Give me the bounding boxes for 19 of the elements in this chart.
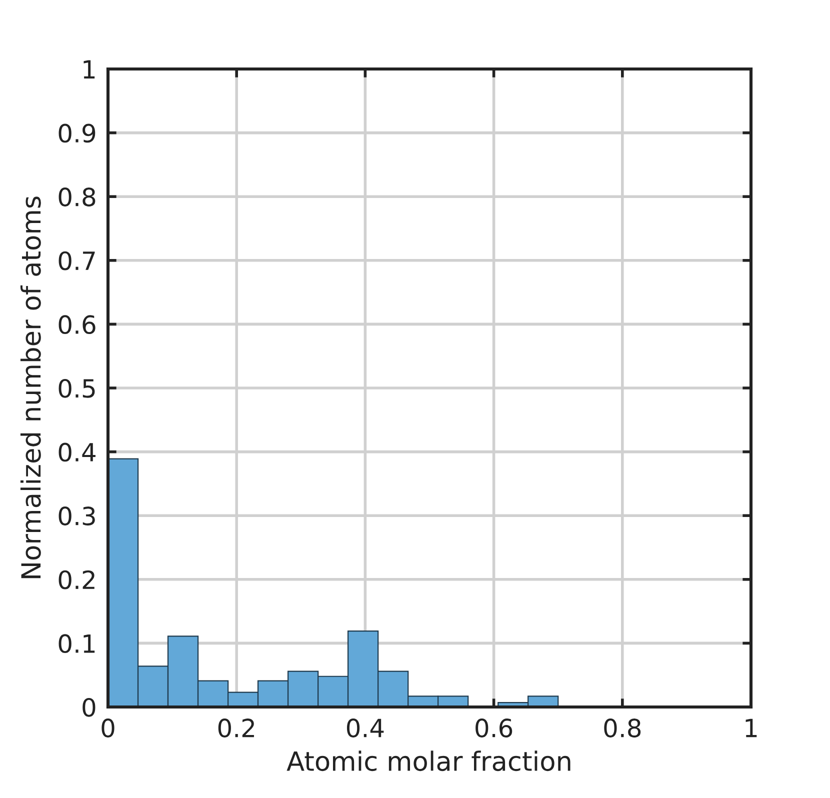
- x-tick-label: 0.2: [218, 718, 254, 738]
- y-tick-label: 0.8: [58, 188, 96, 206]
- x-tick-label: 0.6: [476, 718, 512, 738]
- y-tick-label: 0.6: [58, 315, 96, 334]
- y-tick-label: 0.4: [58, 442, 96, 462]
- y-tick-label: 0.7: [58, 251, 95, 270]
- y-tick-label: 0.3: [58, 506, 95, 526]
- y-tick-label: 0.1: [58, 634, 95, 654]
- x-tick-label: 0: [102, 718, 114, 738]
- y-tick-label: 1: [84, 60, 95, 78]
- y-axis-title: Normalized number of atoms: [20, 196, 41, 578]
- x-tick-label: 1: [746, 718, 757, 738]
- y-tick-label: 0.9: [58, 124, 96, 143]
- x-tick-label: 0.8: [604, 718, 641, 738]
- y-tick-label: 0: [82, 698, 96, 717]
- x-tick-label: 0.4: [346, 718, 384, 738]
- y-tick-label: 0.5: [58, 378, 95, 398]
- y-tick-label: 0.2: [58, 570, 94, 590]
- x-axis-title: Atomic molar fraction: [286, 750, 570, 772]
